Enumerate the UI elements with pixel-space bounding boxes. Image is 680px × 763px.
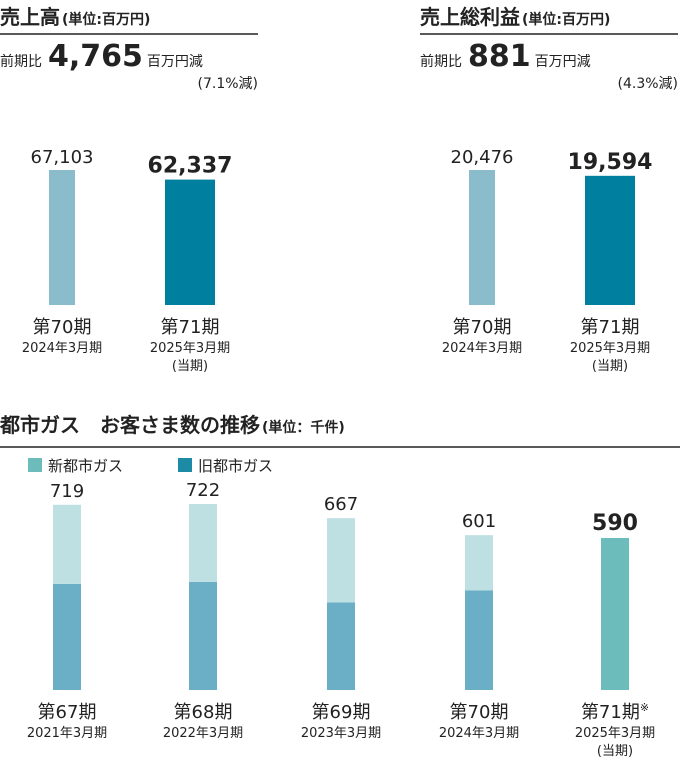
category-label: 第69期 <box>312 702 371 723</box>
bar <box>585 175 635 305</box>
bar-segment <box>53 504 81 584</box>
value-label: 62,337 <box>148 154 233 179</box>
bar-segment <box>465 590 493 690</box>
category-text: 第69期 <box>312 702 371 723</box>
subcategory-label: 2025年3月期 <box>575 726 655 741</box>
title-text: 都市ガス お客さま数の推移 <box>0 413 260 437</box>
category-label: 第67期 <box>38 702 97 723</box>
bar-segment <box>601 538 629 690</box>
category-text: 第68期 <box>174 702 233 723</box>
bar-segment <box>465 535 493 591</box>
category-label: 第71期※ <box>581 701 649 723</box>
comparison-suffix: 百万円減 <box>535 53 591 70</box>
category-text: 第71期 <box>161 317 220 338</box>
total-label: 590 <box>592 511 638 536</box>
subcategory-label: 2025年3月期 <box>570 341 650 356</box>
subcategory-label: 2022年3月期 <box>163 726 243 741</box>
title-text: 売上総利益 <box>420 5 520 29</box>
category-label: 第70期 <box>33 317 92 338</box>
total-label: 722 <box>186 480 220 501</box>
value-label: 19,594 <box>568 150 653 175</box>
comparison: 前期比 881 百万円減 <box>420 39 591 74</box>
category-label: 第70期 <box>450 702 509 723</box>
bar-segment <box>327 518 355 603</box>
unit-text: (単位：千件) <box>262 419 345 436</box>
category-text: 第71期 <box>581 317 640 338</box>
bar <box>165 179 215 305</box>
chart-title: 売上総利益 (単位:百万円) <box>420 5 610 29</box>
chart-title: 都市ガス お客さま数の推移 (単位：千件) <box>0 413 345 437</box>
subcategory-label: 2021年3月期 <box>27 726 107 741</box>
legend-label: 旧都市ガス <box>198 457 273 475</box>
comparison-amount: 4,765 <box>48 39 143 74</box>
value-label: 20,476 <box>451 147 514 168</box>
total-label: 601 <box>462 511 496 532</box>
bar-segment <box>327 602 355 690</box>
category-text: 第70期 <box>450 702 509 723</box>
bar <box>469 170 495 305</box>
bar-segment <box>53 583 81 690</box>
subcategory-label: 2024年3月期 <box>442 341 522 356</box>
note-label: (当期) <box>597 744 633 759</box>
note-label: (当期) <box>172 359 208 374</box>
total-label: 667 <box>324 494 358 515</box>
category-label: 第68期 <box>174 702 233 723</box>
bar <box>49 170 75 305</box>
category-text: 第70期 <box>33 317 92 338</box>
chart-title: 売上高 (単位:百万円) <box>0 5 150 29</box>
legend-label: 新都市ガス <box>48 457 123 475</box>
total-label: 719 <box>50 481 84 502</box>
comparison-prefix: 前期比 <box>420 53 462 70</box>
category-label: 第70期 <box>453 317 512 338</box>
note-label: (当期) <box>592 359 628 374</box>
subcategory-label: 2023年3月期 <box>301 726 381 741</box>
category-label: 第71期 <box>581 317 640 338</box>
unit-text: (単位:百万円) <box>62 11 150 28</box>
title-text: 売上高 <box>0 5 60 29</box>
comparison: 前期比 4,765 百万円減 <box>0 39 203 74</box>
comparison-suffix: 百万円減 <box>147 53 203 70</box>
value-label: 67,103 <box>31 147 94 168</box>
bar-segment <box>189 504 217 582</box>
category-mark: ※ <box>640 701 649 714</box>
comparison-rate: (7.1%減) <box>198 75 259 92</box>
unit-text: (単位:百万円) <box>522 11 610 28</box>
category-text: 第70期 <box>453 317 512 338</box>
legend-swatch <box>28 458 42 472</box>
legend-swatch <box>178 458 192 472</box>
subcategory-label: 2025年3月期 <box>150 341 230 356</box>
comparison-rate: (4.3%減) <box>618 75 679 92</box>
subcategory-label: 2024年3月期 <box>439 726 519 741</box>
category-label: 第71期 <box>161 317 220 338</box>
category-text: 第71期 <box>581 702 640 723</box>
category-text: 第67期 <box>38 702 97 723</box>
bar-segment <box>189 581 217 690</box>
subcategory-label: 2024年3月期 <box>22 341 102 356</box>
comparison-amount: 881 <box>468 39 531 74</box>
comparison-prefix: 前期比 <box>0 53 42 70</box>
